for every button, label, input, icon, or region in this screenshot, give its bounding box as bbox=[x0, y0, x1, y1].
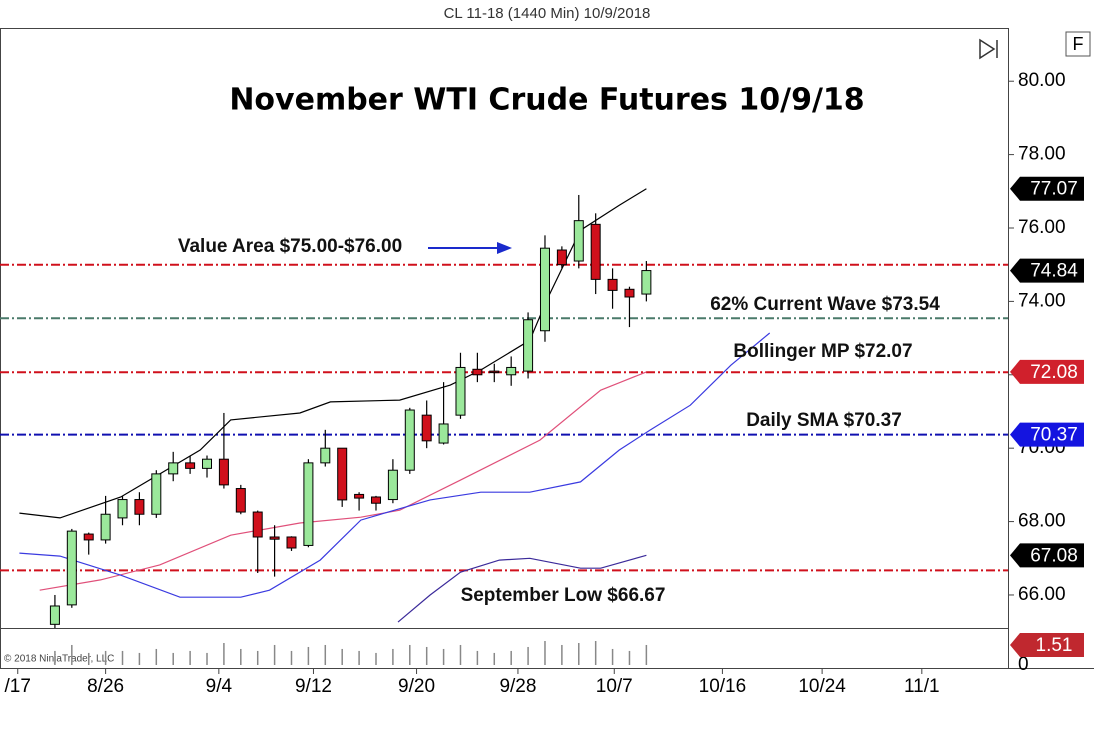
candle-body bbox=[421, 414, 432, 442]
candle-body bbox=[49, 605, 60, 625]
x-tick-label: /17 bbox=[5, 676, 31, 697]
indicator-line bbox=[19, 188, 647, 519]
candle-body bbox=[573, 220, 584, 262]
candle-body bbox=[303, 462, 314, 546]
candle-body bbox=[151, 473, 162, 515]
candle-body bbox=[235, 488, 246, 513]
price-marker-label: 1.51 bbox=[1036, 635, 1073, 656]
x-tick-label: 9/28 bbox=[499, 676, 536, 697]
indicator-line bbox=[397, 554, 647, 623]
x-tick-label: 11/1 bbox=[904, 676, 940, 697]
chart-title: November WTI Crude Futures 10/9/18 bbox=[229, 83, 864, 118]
level-label: September Low $66.67 bbox=[461, 585, 666, 606]
indicator-line bbox=[19, 332, 771, 598]
candle-body bbox=[641, 270, 652, 295]
x-tick-label: 10/7 bbox=[596, 676, 633, 697]
x-tick-label: 10/24 bbox=[798, 676, 846, 697]
x-tick-label: 9/20 bbox=[398, 676, 435, 697]
candle-body bbox=[66, 530, 77, 606]
x-tick-label: 9/12 bbox=[295, 676, 332, 697]
price-marker-label: 77.07 bbox=[1030, 179, 1078, 200]
candle-body bbox=[624, 288, 635, 298]
price-marker-label: 72.08 bbox=[1030, 362, 1078, 383]
price-marker bbox=[1010, 359, 1084, 384]
level-label: Bollinger MP $72.07 bbox=[733, 341, 912, 362]
level-label: 62% Current Wave $73.54 bbox=[710, 294, 940, 315]
price-marker-label: 70.37 bbox=[1030, 425, 1078, 446]
y-tick-label: 78.00 bbox=[1018, 144, 1066, 165]
level-label: Value Area $75.00-$76.00 bbox=[178, 236, 402, 257]
level-label: Daily SMA $70.37 bbox=[746, 410, 902, 431]
candle-body bbox=[404, 409, 415, 471]
price-marker bbox=[1010, 176, 1084, 201]
candle-body bbox=[590, 223, 601, 280]
candle-body bbox=[539, 247, 550, 332]
candle-body bbox=[286, 536, 297, 549]
copyright: © 2018 NinjaTrader, LLC bbox=[4, 654, 114, 665]
f-button-label[interactable]: F bbox=[1073, 34, 1084, 54]
skip-button[interactable] bbox=[979, 38, 998, 60]
candle-body bbox=[354, 493, 365, 499]
candle-body bbox=[134, 499, 145, 515]
arrow-head bbox=[497, 242, 512, 254]
x-tick-label: 8/26 bbox=[87, 676, 124, 697]
candle-body bbox=[523, 319, 534, 372]
plot bbox=[0, 188, 1008, 628]
candle-body bbox=[202, 458, 213, 469]
candle-body bbox=[168, 462, 179, 475]
price-marker bbox=[1010, 632, 1084, 657]
candle-body bbox=[117, 499, 128, 519]
f-button[interactable] bbox=[1065, 31, 1091, 57]
y-tick-label: 80.00 bbox=[1018, 70, 1066, 91]
candle-body bbox=[556, 249, 567, 266]
price-marker bbox=[1010, 422, 1084, 447]
x-tick-label: 9/4 bbox=[206, 676, 233, 697]
price-marker bbox=[1010, 543, 1084, 568]
candle-body bbox=[337, 447, 348, 501]
volume-tick-label: 0 bbox=[1018, 654, 1029, 675]
y-tick-label: 66.00 bbox=[1018, 584, 1066, 605]
candle-body bbox=[506, 366, 517, 376]
candle-body bbox=[387, 469, 398, 501]
candle-body bbox=[320, 447, 331, 464]
candle-body bbox=[100, 513, 111, 541]
candle-body bbox=[269, 536, 280, 540]
candle-body bbox=[83, 533, 94, 541]
indicator-line bbox=[39, 371, 647, 591]
price-marker bbox=[1010, 258, 1084, 283]
candle-body bbox=[185, 462, 196, 469]
candle-body bbox=[489, 370, 500, 374]
candle-body bbox=[455, 366, 466, 416]
candle-body bbox=[218, 458, 229, 486]
candle-body bbox=[252, 511, 263, 538]
candle-body bbox=[472, 368, 483, 376]
x-tick-label: 10/16 bbox=[699, 676, 747, 697]
candle-body bbox=[607, 278, 618, 291]
skip-icon[interactable] bbox=[979, 38, 998, 60]
window-title: CL 11-18 (1440 Min) 10/9/2018 bbox=[444, 5, 651, 22]
candle-body bbox=[438, 423, 449, 444]
y-tick-label: 76.00 bbox=[1018, 217, 1066, 238]
candle-body bbox=[370, 496, 381, 504]
y-tick-label: 74.00 bbox=[1018, 290, 1066, 311]
price-marker-label: 67.08 bbox=[1030, 545, 1078, 566]
y-tick-label: 68.00 bbox=[1018, 511, 1066, 532]
price-marker-label: 74.84 bbox=[1030, 261, 1078, 282]
